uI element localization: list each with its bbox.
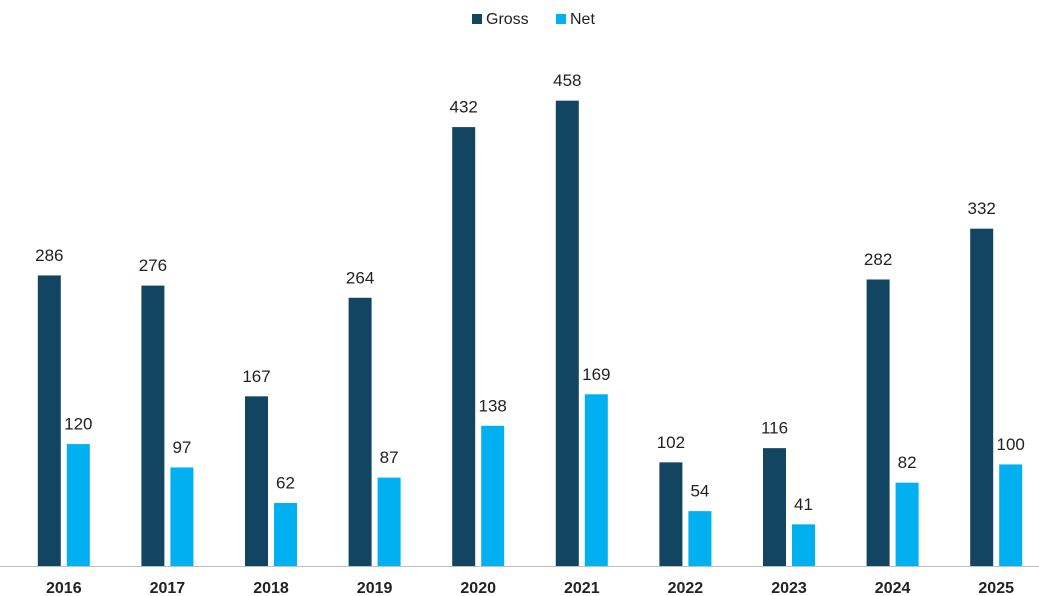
data-label: 276 xyxy=(139,256,167,275)
legend-label: Gross xyxy=(486,11,529,28)
data-label: 264 xyxy=(346,268,374,287)
data-label: 332 xyxy=(968,199,996,218)
x-tick-label: 2017 xyxy=(150,580,186,596)
bar xyxy=(763,448,786,566)
bar xyxy=(66,444,90,566)
x-tick-label: 2022 xyxy=(668,580,704,596)
data-label: 432 xyxy=(450,98,478,117)
bar xyxy=(170,467,194,566)
bar xyxy=(481,425,505,566)
legend-swatch xyxy=(556,14,566,24)
data-label: 62 xyxy=(276,473,295,492)
data-label: 138 xyxy=(479,396,507,415)
x-tick-label: 2021 xyxy=(564,580,600,596)
data-label: 54 xyxy=(690,482,709,501)
bar xyxy=(866,279,890,566)
bar xyxy=(245,396,268,566)
bar xyxy=(895,482,919,566)
bar xyxy=(659,462,683,566)
bar xyxy=(688,511,712,566)
bar xyxy=(274,503,297,566)
data-label: 102 xyxy=(657,433,685,452)
bar xyxy=(555,100,579,566)
data-label: 82 xyxy=(898,453,917,472)
bar xyxy=(970,228,994,567)
data-label: 458 xyxy=(553,71,581,90)
data-label: 167 xyxy=(242,367,270,386)
x-tick-label: 2019 xyxy=(357,580,393,596)
bar xyxy=(584,394,608,566)
legend-label: Net xyxy=(570,11,595,28)
x-tick-label: 2023 xyxy=(771,580,807,596)
bar xyxy=(792,524,815,566)
data-label: 120 xyxy=(64,415,92,434)
data-label: 169 xyxy=(582,365,610,384)
x-tick-label: 2020 xyxy=(460,580,496,596)
data-label: 97 xyxy=(172,438,191,457)
x-tick-label: 2025 xyxy=(978,580,1014,596)
legend-swatch xyxy=(472,14,482,24)
bar xyxy=(999,464,1023,566)
bar xyxy=(377,477,401,566)
x-tick-label: 2016 xyxy=(46,580,82,596)
data-label: 100 xyxy=(997,435,1025,454)
bar xyxy=(452,127,476,566)
data-label: 282 xyxy=(864,250,892,269)
data-label: 116 xyxy=(761,419,788,438)
bar xyxy=(141,285,165,566)
data-label: 87 xyxy=(380,448,399,467)
bar xyxy=(348,297,372,566)
x-tick-label: 2018 xyxy=(253,580,289,596)
data-label: 286 xyxy=(35,246,63,265)
bar xyxy=(37,275,61,566)
data-label: 41 xyxy=(794,495,813,514)
x-tick-label: 2024 xyxy=(875,580,911,596)
